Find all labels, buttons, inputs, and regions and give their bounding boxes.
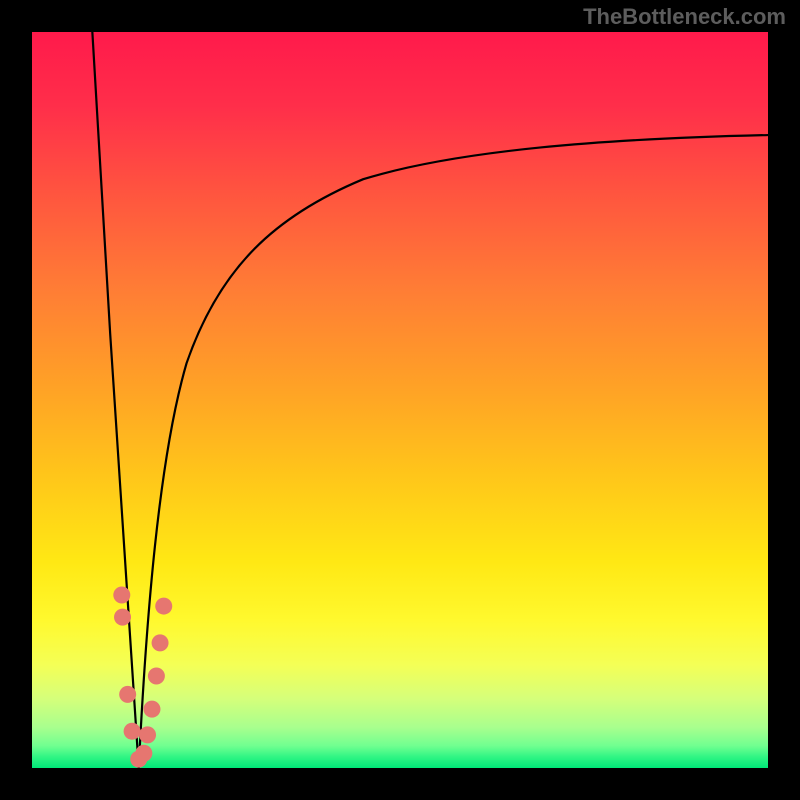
marker-dot: [139, 726, 156, 743]
gradient-background: [32, 32, 768, 768]
chart-root: TheBottleneck.com: [0, 0, 800, 800]
marker-dot: [113, 587, 130, 604]
marker-dot: [155, 598, 172, 615]
marker-dot: [114, 609, 131, 626]
marker-dot: [148, 668, 165, 685]
marker-dot: [135, 745, 152, 762]
watermark-text: TheBottleneck.com: [583, 4, 786, 30]
plot-area: [32, 32, 768, 768]
marker-dot: [143, 701, 160, 718]
marker-dot: [119, 686, 136, 703]
marker-dot: [124, 723, 141, 740]
marker-dot: [152, 634, 169, 651]
